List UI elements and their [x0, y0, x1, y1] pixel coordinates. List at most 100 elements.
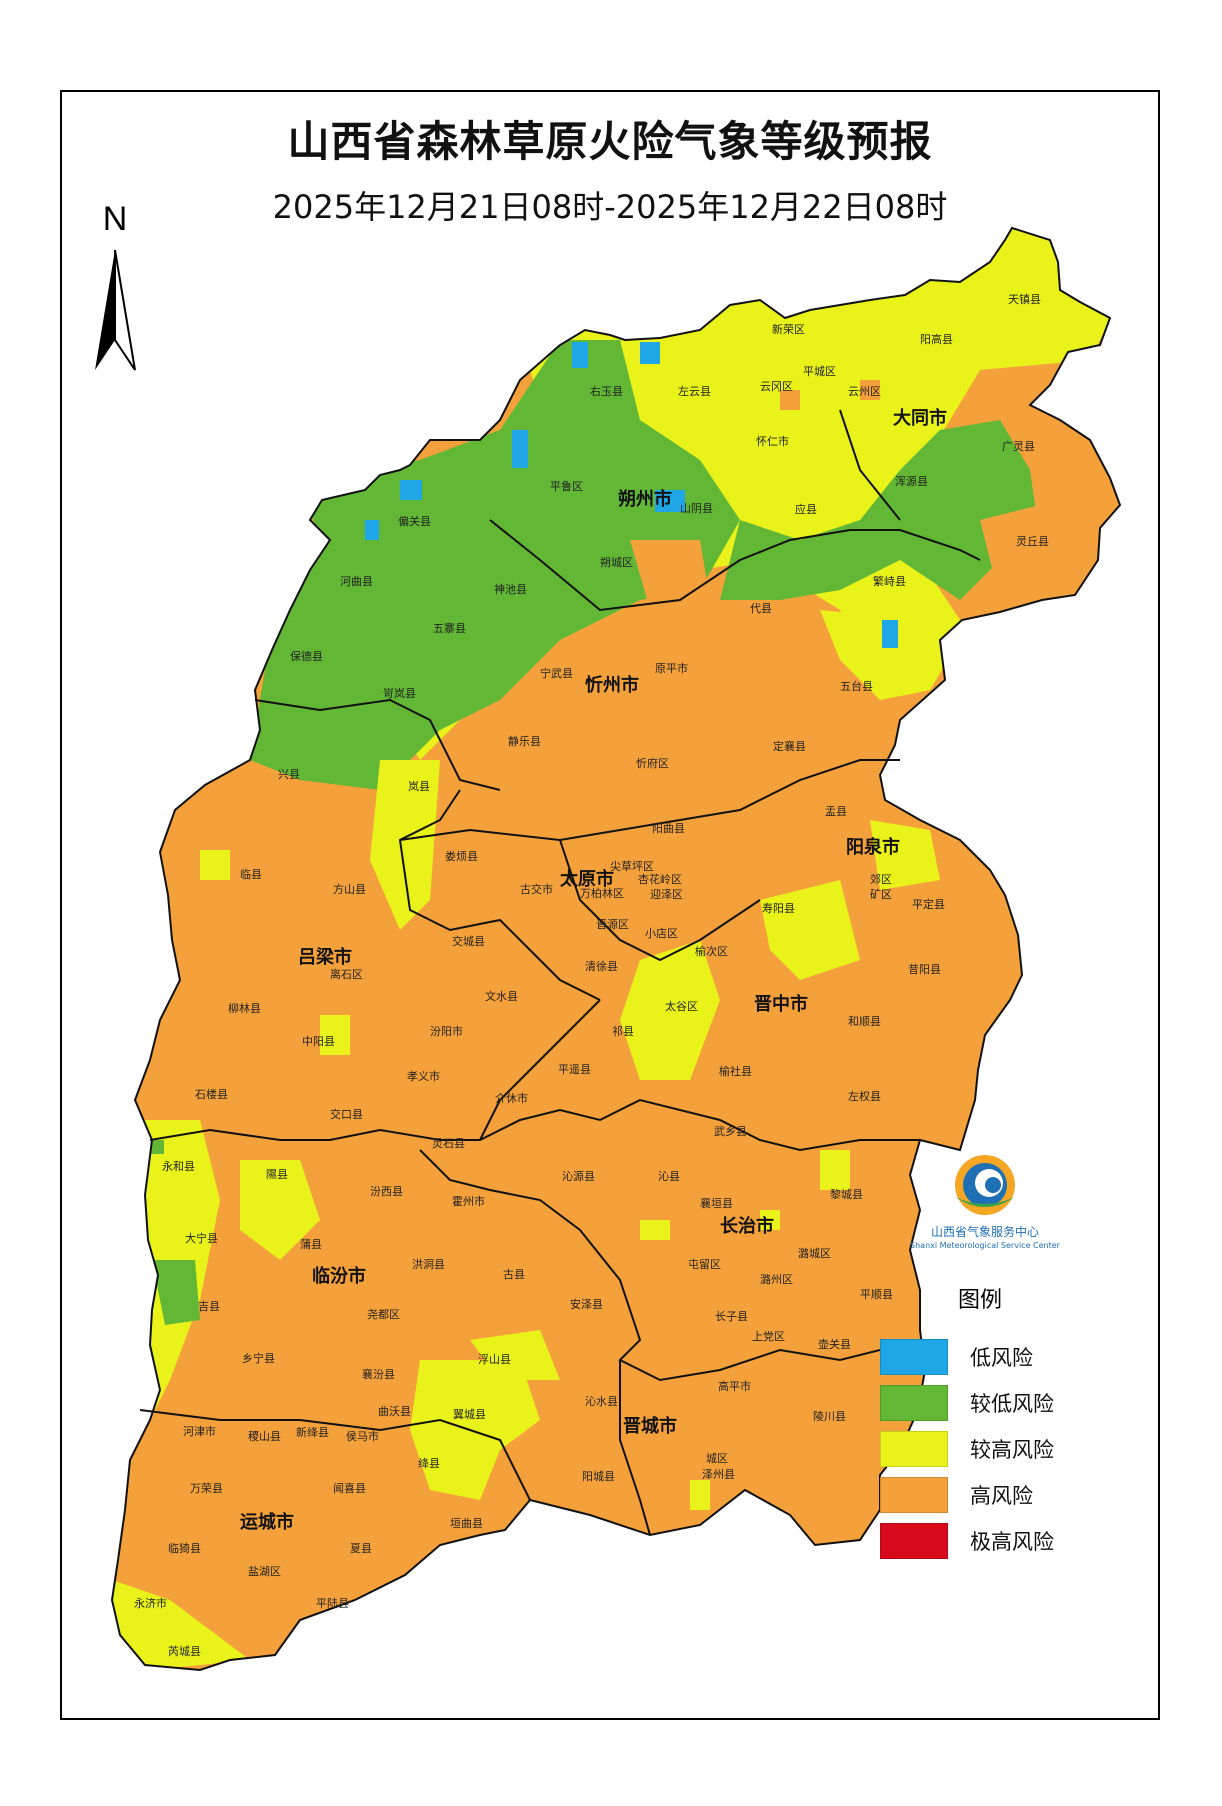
- county-label: 左权县: [848, 1090, 881, 1103]
- logo-name-en: Shanxi Meteorological Service Center: [910, 1241, 1060, 1250]
- county-label: 蒲县: [300, 1237, 322, 1251]
- county-label: 交城县: [452, 934, 485, 948]
- county-label: 原平市: [655, 661, 688, 675]
- county-label: 河曲县: [340, 575, 373, 588]
- legend-item-lower: 较低风险: [880, 1380, 1120, 1426]
- county-label: 万荣县: [190, 1482, 223, 1495]
- county-label: 代县: [750, 602, 772, 615]
- legend-label: 高风险: [970, 1484, 1033, 1508]
- county-label: 郊区: [870, 873, 892, 886]
- county-label: 盂县: [825, 805, 847, 818]
- county-label: 兴县: [278, 768, 300, 781]
- city-label-linfen: 临汾市: [312, 1265, 366, 1287]
- province-outline: [110, 226, 1122, 1672]
- county-label: 翼城县: [453, 1408, 486, 1421]
- county-label: 岢岚县: [383, 687, 416, 700]
- county-label: 杏花岭区: [638, 872, 682, 886]
- county-label: 汾西县: [370, 1185, 403, 1198]
- county-label: 平定县: [912, 897, 945, 911]
- county-label: 岚县: [408, 780, 430, 793]
- county-label: 芮城县: [168, 1644, 201, 1658]
- north-arrow: N: [70, 200, 160, 380]
- county-label: 平陆县: [316, 1596, 349, 1610]
- county-label: 侯马市: [346, 1429, 379, 1443]
- county-label: 垣曲县: [450, 1517, 483, 1530]
- city-label-jincheng: 晋城市: [623, 1415, 677, 1437]
- county-label: 矿区: [870, 888, 892, 901]
- county-label: 石楼县: [195, 1087, 228, 1101]
- county-label: 应县: [795, 502, 817, 516]
- county-labels: 天镇县 新荣区 阳高县 平城区 右玉县 左云县 云冈区 云州区 怀仁市 广灵县 …: [134, 292, 1049, 1658]
- county-label: 晋源区: [596, 917, 629, 931]
- county-label: 保德县: [290, 649, 323, 663]
- county-label: 交口县: [330, 1107, 363, 1121]
- county-label: 祁县: [612, 1024, 634, 1038]
- county-label: 灵丘县: [1016, 535, 1049, 548]
- county-label: 浑源县: [895, 474, 928, 488]
- county-label: 平城区: [803, 365, 836, 378]
- county-label: 泽州县: [702, 1468, 735, 1481]
- county-label: 尖草坪区: [610, 860, 654, 873]
- county-label: 文水县: [485, 989, 518, 1003]
- county-label: 闻喜县: [333, 1481, 366, 1495]
- county-label: 山阴县: [680, 502, 713, 515]
- county-label: 神池县: [494, 582, 527, 596]
- county-label: 繁峙县: [873, 574, 906, 588]
- county-label: 乡宁县: [242, 1351, 275, 1365]
- legend-swatch: [880, 1431, 948, 1467]
- legend-item-high: 高风险: [880, 1472, 1120, 1518]
- county-label: 隰县: [266, 1168, 288, 1181]
- legend-title: 图例: [957, 1288, 1002, 1313]
- county-label: 娄烦县: [445, 850, 478, 863]
- city-label-taiyuan: 太原市: [560, 868, 614, 890]
- north-arrow-icon: [95, 249, 136, 371]
- county-label: 忻府区: [636, 756, 669, 770]
- county-label: 安泽县: [570, 1297, 603, 1311]
- logo-name-cn: 山西省气象服务中心: [930, 1225, 1039, 1239]
- county-label: 五寨县: [433, 621, 466, 635]
- county-label: 平鲁区: [550, 479, 583, 493]
- county-label: 阳城县: [582, 1470, 615, 1483]
- county-label: 静乐县: [508, 734, 541, 748]
- county-label: 五台县: [840, 679, 873, 693]
- county-label: 定襄县: [773, 739, 806, 753]
- county-label: 沁县: [658, 1170, 680, 1183]
- county-label: 曲沃县: [378, 1405, 411, 1418]
- county-label: 尧都区: [367, 1308, 400, 1321]
- legend-item-low: 低风险: [880, 1334, 1120, 1380]
- county-label: 新荣区: [772, 322, 805, 336]
- county-label: 榆次区: [695, 944, 728, 958]
- county-label: 城区: [706, 1452, 728, 1465]
- county-label: 汾阳市: [430, 1024, 463, 1038]
- county-label: 灵石县: [432, 1137, 465, 1150]
- legend-label: 极高风险: [970, 1530, 1054, 1554]
- county-label: 临猗县: [168, 1541, 201, 1555]
- county-label: 永济市: [134, 1596, 167, 1610]
- county-label: 偏关县: [398, 514, 431, 528]
- county-label: 平遥县: [558, 1063, 591, 1076]
- county-label: 潞城区: [798, 1246, 831, 1260]
- county-label: 河津市: [183, 1424, 216, 1438]
- legend-item-higher: 较高风险: [880, 1426, 1120, 1472]
- county-label: 壶关县: [818, 1337, 851, 1351]
- legend-swatch: [880, 1477, 948, 1513]
- legend-label: 较高风险: [970, 1438, 1054, 1462]
- north-label: N: [102, 200, 128, 238]
- city-label-xinzhou: 忻州市: [585, 674, 639, 696]
- county-label: 古县: [503, 1268, 525, 1281]
- county-label: 万柏林区: [580, 886, 624, 900]
- county-label: 左云县: [678, 385, 711, 398]
- county-label: 柳林县: [228, 1001, 261, 1015]
- service-center-logo: 山西省气象服务中心 Shanxi Meteorological Service …: [885, 1145, 1085, 1275]
- county-label: 阳曲县: [652, 822, 685, 835]
- legend-swatch: [880, 1339, 948, 1375]
- legend-item-extreme: 极高风险: [880, 1518, 1120, 1564]
- county-label: 中阳县: [302, 1035, 335, 1048]
- county-label: 离石区: [330, 967, 363, 981]
- city-boundaries: [139, 409, 981, 1536]
- county-label: 屯留区: [688, 1258, 721, 1271]
- county-label: 介休市: [495, 1091, 528, 1105]
- county-label: 天镇县: [1008, 292, 1041, 306]
- county-label: 陵川县: [813, 1410, 846, 1423]
